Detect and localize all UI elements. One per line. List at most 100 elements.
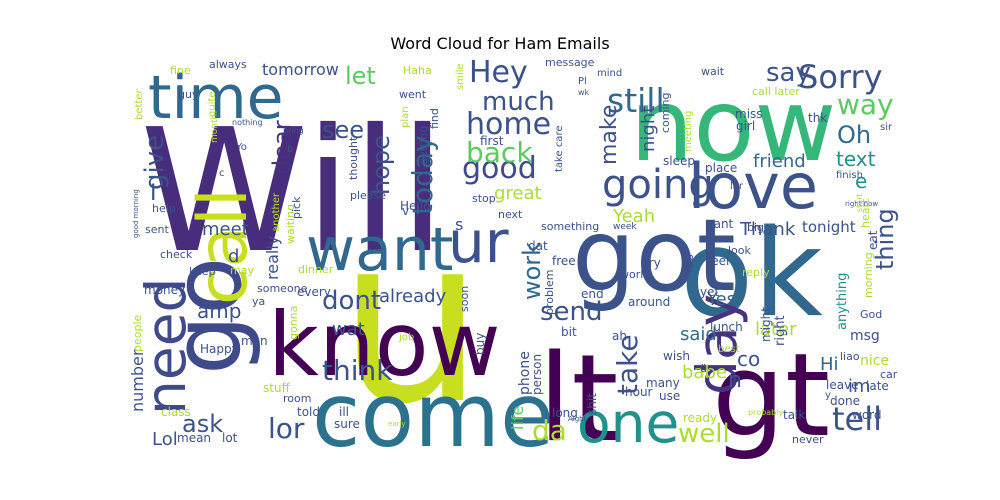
word-40: let: [345, 62, 376, 90]
word-93: person: [530, 354, 544, 395]
word-173: smile: [455, 63, 466, 90]
word-88: around: [628, 295, 670, 309]
word-138: problem: [543, 269, 556, 315]
word-129: getting: [417, 126, 430, 165]
word-151: sleep: [663, 154, 695, 168]
word-1: u: [338, 188, 484, 455]
word-174: meeting: [683, 111, 694, 152]
word-109: Happy: [200, 342, 239, 356]
word-73: I: [150, 181, 157, 206]
word-169: mind: [597, 68, 622, 79]
word-107: mean: [177, 431, 211, 445]
word-43: hope: [367, 135, 395, 195]
word-84: right: [773, 315, 788, 346]
word-7: come: [312, 364, 554, 467]
word-58: said: [680, 324, 717, 345]
word-111: people: [131, 314, 144, 352]
word-178: guy: [178, 88, 199, 101]
word-161: God: [860, 308, 882, 321]
word-30: well: [678, 419, 730, 449]
word-176: always: [209, 58, 247, 71]
word-97: ready: [683, 411, 717, 425]
word-6: lt: [538, 330, 618, 469]
word-76: msg: [850, 328, 880, 344]
word-110: man: [241, 334, 268, 348]
word-125: another: [271, 192, 282, 232]
word-103: told: [297, 405, 320, 419]
word-60: later: [755, 319, 797, 340]
word-124: pick: [290, 196, 303, 219]
word-44: make: [597, 105, 622, 165]
word-105: stuff: [263, 381, 291, 395]
word-157: finish: [836, 170, 863, 181]
word-115: every: [297, 285, 331, 299]
word-118: check: [160, 248, 193, 261]
word-133: next: [498, 208, 523, 221]
word-102: ill: [339, 405, 349, 419]
word-11: time: [148, 63, 284, 133]
word-80: done: [830, 394, 860, 408]
word-196: y: [825, 390, 831, 401]
word-66: Lol: [152, 429, 178, 450]
word-29: tell: [832, 400, 882, 438]
word-184: Yo: [235, 142, 247, 153]
word-163: car: [880, 368, 898, 381]
word-69: tomorrow: [262, 60, 339, 79]
word-72: d: [228, 246, 239, 267]
word-34: send: [540, 297, 603, 327]
word-78: late: [866, 379, 889, 393]
word-166: best: [718, 344, 740, 355]
word-52: Thank: [739, 219, 796, 240]
word-140: v: [402, 204, 409, 218]
word-83: anything: [835, 273, 850, 330]
word-35: take: [611, 334, 644, 395]
word-128: Hello: [400, 199, 430, 213]
word-98: long: [552, 406, 578, 420]
word-18: going: [602, 162, 714, 208]
word-165: never: [792, 433, 824, 446]
word-38: say: [766, 58, 811, 88]
word-147: reply: [742, 266, 770, 279]
word-81: talk: [783, 408, 805, 422]
word-177: fine: [170, 64, 191, 77]
word-104: room: [283, 392, 311, 405]
word-131: first: [480, 134, 504, 148]
word-5: gt: [712, 329, 830, 463]
word-3: ok: [680, 205, 823, 344]
word-82: word: [852, 408, 882, 422]
word-108: lot: [222, 431, 238, 445]
word-132: stop: [472, 192, 496, 205]
word-74: s: [455, 215, 463, 234]
word-65: im: [848, 376, 871, 397]
word-15: one: [577, 391, 679, 455]
word-145: world: [620, 268, 650, 281]
word-91: ah: [612, 329, 627, 343]
word-172: plan: [400, 106, 411, 128]
word-168: message: [545, 56, 595, 69]
word-143: try: [644, 256, 661, 270]
word-154: wait: [701, 65, 725, 78]
word-46: text: [836, 147, 876, 171]
word-13: want: [306, 215, 453, 285]
word-79: leave: [826, 378, 859, 392]
word-191: Aight: [568, 415, 587, 423]
word-77: nice: [860, 353, 889, 369]
word-62: n: [728, 368, 742, 393]
word-47: thing: [871, 208, 899, 270]
word-37: way: [837, 88, 894, 121]
word-90: wish: [663, 349, 690, 363]
word-94: buy: [473, 333, 487, 355]
word-89: end: [581, 287, 604, 301]
word-182: nothing: [232, 118, 263, 127]
word-22: good: [462, 151, 537, 186]
word-164: liao: [840, 350, 860, 363]
word-187: good morning: [132, 189, 140, 238]
word-148: big: [747, 221, 764, 234]
word-137: soon: [458, 286, 471, 312]
word-61: Hi: [820, 354, 839, 375]
word-135: dat: [528, 239, 548, 253]
word-101: sure: [334, 417, 360, 431]
word-195: ü: [700, 362, 707, 375]
word-159: morning: [862, 252, 875, 298]
